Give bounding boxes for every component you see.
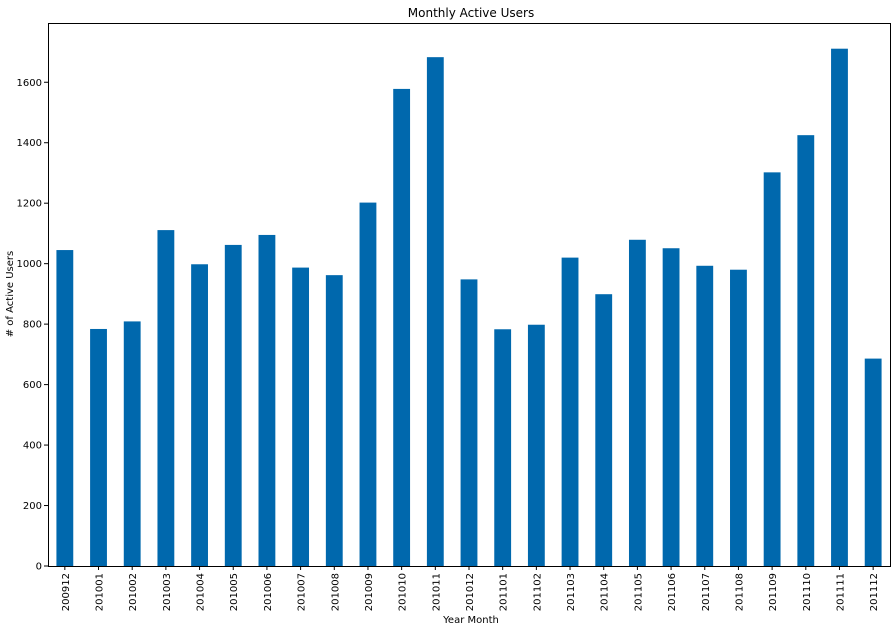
x-axis-label: Year Month [442, 615, 499, 626]
x-tick-label: 201005 [229, 573, 240, 611]
x-tick-label: 201104 [600, 573, 611, 611]
bar-201008 [325, 275, 343, 566]
bar-201004 [191, 264, 208, 566]
bar-201111 [831, 48, 848, 566]
x-tick-label: 201010 [398, 573, 409, 611]
y-axis-label: # of Active Users [5, 251, 16, 338]
x-tick-label: 201011 [431, 573, 442, 611]
y-tick-label: 600 [23, 380, 42, 391]
bar-201103 [561, 257, 579, 566]
y-tick-label: 400 [23, 441, 42, 452]
x-tick-label: 201105 [633, 573, 644, 611]
y-tick-label: 1000 [17, 259, 42, 270]
bars [56, 48, 882, 567]
x-tick-label: 201110 [802, 573, 813, 611]
x-tick-label: 200912 [61, 573, 72, 611]
y-tick-label: 200 [23, 501, 42, 512]
chart-title: Monthly Active Users [408, 6, 534, 20]
bar-201002 [123, 321, 141, 566]
bar-201101 [494, 329, 512, 566]
y-tick-label: 1600 [17, 78, 42, 89]
bar-201102 [527, 324, 545, 566]
bar-201110 [797, 135, 815, 566]
y-axis-ticks: 0 200 400 600 800 1000 1200 1400 1600 [17, 78, 48, 573]
y-tick-label: 1200 [17, 199, 42, 210]
x-tick-label: 201101 [499, 573, 510, 611]
plot-frame [48, 23, 891, 567]
x-tick-label: 201012 [465, 573, 476, 611]
x-tick-label: 201107 [701, 573, 712, 611]
bar-201012 [460, 279, 478, 566]
bar-201007 [292, 267, 310, 566]
y-tick-label: 0 [36, 562, 42, 573]
bar-201009 [359, 202, 377, 566]
x-tick-label: 201009 [364, 573, 375, 611]
x-tick-label: 201109 [768, 573, 779, 611]
x-tick-label: 201111 [835, 573, 846, 611]
bar-201109 [763, 172, 781, 567]
bar-201106 [662, 248, 680, 567]
y-tick-label: 1400 [17, 138, 42, 149]
bar-201112 [864, 358, 882, 566]
x-tick-label: 201003 [162, 573, 173, 611]
bar-200912 [56, 250, 74, 567]
bar-201006 [258, 234, 276, 566]
bar-201010 [393, 88, 411, 567]
x-tick-label: 201008 [330, 573, 341, 611]
bar-201104 [595, 294, 613, 566]
x-tick-label: 201112 [869, 573, 880, 611]
x-tick-label: 201108 [734, 573, 745, 611]
y-tick-label: 800 [23, 320, 42, 331]
bar-201011 [426, 57, 444, 567]
x-tick-label: 201103 [566, 573, 577, 611]
bar-201108 [730, 269, 747, 566]
x-tick-label: 201006 [263, 573, 274, 611]
x-tick-label: 201007 [297, 573, 308, 611]
bar-201005 [224, 244, 242, 566]
bar-201003 [157, 230, 175, 566]
bar-201105 [628, 239, 646, 566]
bar-201107 [696, 265, 714, 566]
x-axis-ticks: 200912 201001 201002 201003 201004 201005 2010… [61, 566, 880, 611]
x-tick-label: 201001 [95, 573, 106, 611]
x-tick-label: 201102 [532, 573, 543, 611]
bar-201001 [90, 328, 107, 566]
x-tick-label: 201002 [128, 573, 139, 611]
x-tick-label: 201004 [196, 573, 207, 611]
x-tick-label: 201106 [667, 573, 678, 611]
